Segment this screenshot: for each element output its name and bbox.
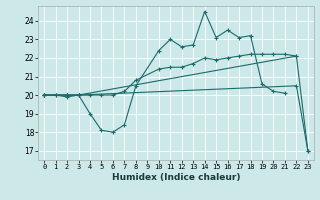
X-axis label: Humidex (Indice chaleur): Humidex (Indice chaleur)	[112, 173, 240, 182]
